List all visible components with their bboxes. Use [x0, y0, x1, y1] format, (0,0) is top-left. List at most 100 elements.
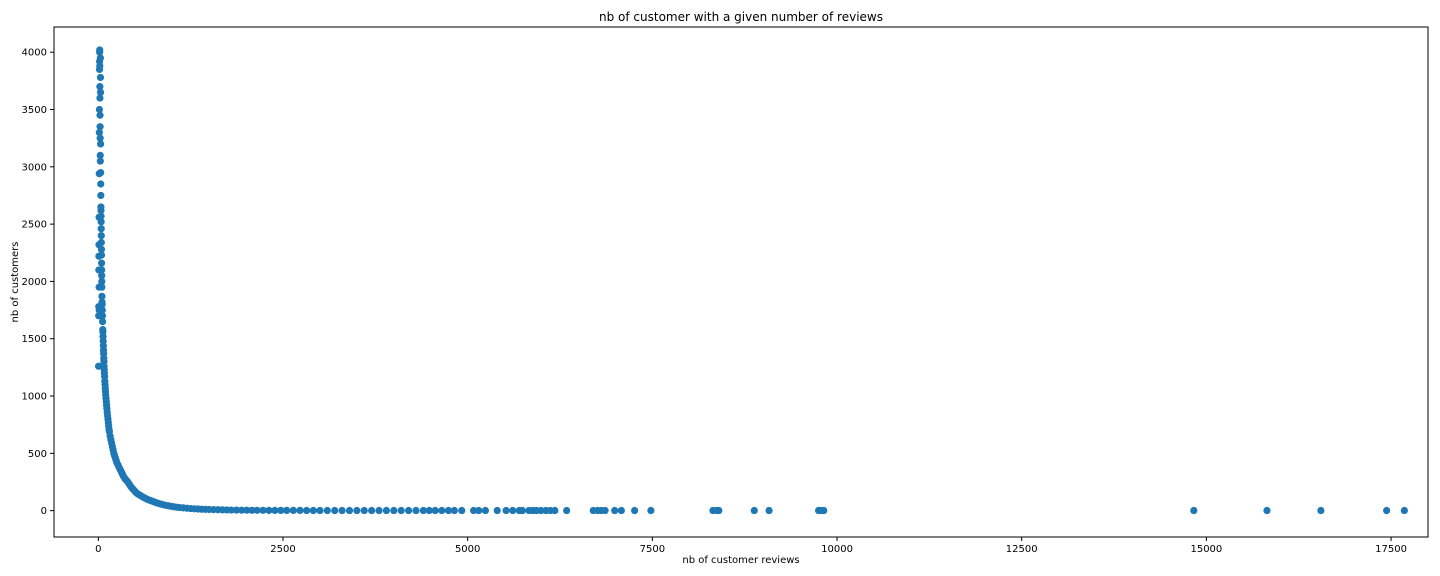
data-point — [97, 168, 105, 177]
data-point — [94, 362, 103, 370]
data-point — [338, 506, 346, 515]
data-point — [97, 245, 106, 253]
data-point — [253, 506, 261, 514]
data-point — [345, 506, 354, 515]
data-point — [96, 88, 105, 96]
y-tick-label: 0 — [41, 506, 47, 517]
data-point — [765, 506, 773, 515]
x-axis-label: nb of customer reviews — [682, 555, 799, 566]
data-point — [481, 506, 490, 515]
data-point — [419, 506, 427, 515]
x-tick-label: 12500 — [1006, 544, 1038, 555]
data-point — [375, 506, 383, 515]
data-point — [397, 506, 405, 515]
data-point — [248, 506, 256, 514]
data-point — [303, 506, 311, 515]
y-tick-label: 1000 — [22, 392, 47, 403]
data-point — [97, 191, 105, 200]
chart-title: nb of customer with a given number of re… — [599, 10, 883, 24]
data-point — [96, 46, 104, 54]
data-point — [277, 506, 285, 515]
data-point — [96, 151, 104, 159]
data-point — [296, 506, 304, 515]
data-point — [404, 506, 413, 515]
data-point — [493, 506, 501, 515]
data-point — [227, 506, 235, 514]
data-point — [563, 506, 571, 515]
data-point — [551, 506, 559, 515]
data-point — [601, 506, 609, 515]
plot-frame — [53, 26, 1429, 538]
data-point — [316, 506, 324, 515]
data-point — [98, 292, 106, 300]
data-point — [283, 506, 291, 515]
data-point — [331, 506, 339, 515]
data-point — [259, 506, 267, 514]
data-point — [458, 506, 466, 515]
data-point — [382, 506, 391, 515]
y-tick-label: 3500 — [22, 105, 47, 116]
axis-ticks: 0 2500 5000 7500 10000 12500 15000 17500 0 500 100… — [22, 48, 1407, 555]
data-point — [97, 238, 105, 247]
data-point — [96, 157, 104, 165]
data-point — [390, 506, 398, 515]
data-point — [425, 506, 433, 515]
data-point — [98, 272, 106, 280]
data-point — [1317, 506, 1325, 515]
data-point — [98, 300, 106, 308]
data-point — [715, 506, 723, 515]
data-points — [94, 46, 1408, 515]
y-tick-label: 2500 — [22, 220, 47, 231]
data-point — [96, 73, 105, 82]
data-point — [444, 506, 453, 515]
data-point — [368, 506, 376, 515]
data-point — [323, 506, 331, 515]
y-axis-label: nb of customers — [10, 242, 21, 323]
data-point — [96, 111, 104, 119]
x-tick-label: 2500 — [270, 544, 295, 555]
data-point — [1190, 506, 1198, 515]
data-point — [475, 506, 483, 515]
data-point — [360, 506, 368, 515]
y-tick-label: 3000 — [22, 162, 47, 173]
data-point — [95, 128, 103, 137]
data-point — [98, 283, 106, 291]
data-point — [431, 506, 439, 515]
y-tick-label: 1500 — [22, 334, 47, 345]
data-point — [98, 277, 106, 286]
data-point — [96, 94, 104, 102]
data-point — [97, 231, 105, 240]
data-point — [611, 506, 619, 515]
data-point — [98, 266, 106, 274]
x-tick-label: 10000 — [821, 544, 853, 555]
data-point — [97, 259, 106, 267]
data-point — [97, 140, 105, 148]
data-point — [98, 306, 106, 314]
x-tick-label: 17500 — [1375, 544, 1407, 555]
data-point — [509, 506, 517, 515]
data-point — [309, 506, 317, 515]
data-point — [469, 506, 478, 515]
data-point — [537, 506, 545, 515]
data-point — [96, 134, 104, 142]
data-point — [97, 180, 105, 188]
x-tick-label: 0 — [95, 544, 101, 555]
data-point — [99, 317, 107, 326]
data-point — [1400, 506, 1408, 515]
data-point — [438, 506, 446, 515]
data-point — [243, 506, 251, 514]
data-point — [353, 506, 361, 515]
data-point — [96, 123, 104, 131]
data-point — [95, 105, 104, 114]
y-tick-label: 4000 — [22, 48, 47, 59]
data-point — [97, 225, 105, 233]
data-point — [97, 251, 106, 259]
x-tick-label: 5000 — [455, 544, 480, 555]
data-point — [820, 506, 828, 515]
data-point — [518, 506, 526, 515]
data-point — [265, 506, 273, 515]
data-point — [98, 312, 107, 320]
data-point — [271, 506, 279, 515]
data-point — [750, 506, 758, 515]
